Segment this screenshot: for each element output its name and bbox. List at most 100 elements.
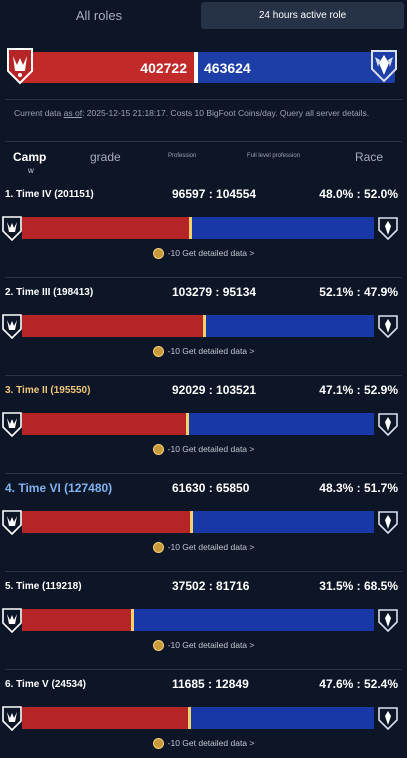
- alliance-total: 463624: [198, 52, 395, 83]
- alliance-emblem-icon: [377, 606, 399, 634]
- faction-counts: 92029 : 103521: [172, 383, 257, 397]
- get-detailed-data-label: -10 Get detailed data >: [167, 444, 255, 454]
- ratio-divider: [190, 511, 193, 533]
- server-row: 3. Time II (195550) 92029 : 103521 47.1% :…: [0, 376, 407, 474]
- alliance-emblem-icon: [377, 410, 399, 438]
- row-divider: [5, 571, 402, 572]
- horde-emblem-icon: [1, 704, 23, 732]
- faction-ratio-bar: [22, 217, 374, 239]
- faction-percentages: 47.1% : 52.9%: [319, 383, 398, 397]
- server-title: 3. Time II (195550): [5, 385, 91, 396]
- horde-emblem-icon: [1, 214, 23, 242]
- data-info-text: Current data as of: 2025-12-15 21:18:17.…: [14, 108, 370, 118]
- horde-emblem-icon: [1, 312, 23, 340]
- horde-share-bar: [22, 413, 186, 435]
- header-full-level-profession[interactable]: Full level profession: [247, 153, 301, 159]
- coin-icon: [152, 247, 164, 259]
- ratio-divider: [203, 315, 206, 337]
- faction-counts: 11685 : 12849: [172, 677, 249, 691]
- ratio-divider: [186, 413, 189, 435]
- ratio-divider: [131, 609, 134, 631]
- faction-ratio-bar: [22, 609, 374, 631]
- column-header: Camp w grade Profession Full level profe…: [0, 148, 407, 178]
- faction-counts: 103279 : 95134: [172, 285, 257, 299]
- alliance-emblem-icon: [377, 704, 399, 732]
- coin-icon: [152, 639, 164, 651]
- alliance-share-bar: [206, 315, 374, 337]
- get-detailed-data-link[interactable]: -10 Get detailed data >: [0, 540, 407, 554]
- summary-bar: 402722 463624: [18, 52, 395, 83]
- faction-percentages: 31.5% : 68.5%: [319, 579, 398, 593]
- coin-icon: [152, 345, 164, 357]
- alliance-share-bar: [191, 707, 374, 729]
- header-race[interactable]: Race: [355, 150, 384, 164]
- horde-emblem-icon: [1, 606, 23, 634]
- as-of-link[interactable]: as of: [63, 108, 83, 118]
- divider: [5, 99, 402, 100]
- horde-emblem-icon: [1, 508, 23, 536]
- faction-counts: 61630 : 65850: [172, 481, 250, 495]
- get-detailed-data-link[interactable]: -10 Get detailed data >: [0, 246, 407, 260]
- alliance-emblem-icon: [369, 44, 399, 86]
- horde-share-bar: [22, 217, 189, 239]
- header-grade[interactable]: grade: [90, 150, 121, 164]
- get-detailed-data-link[interactable]: -10 Get detailed data >: [0, 344, 407, 358]
- faction-percentages: 47.6% : 52.4%: [319, 677, 398, 691]
- header-profession[interactable]: Profession: [168, 153, 197, 159]
- row-divider: [5, 375, 402, 376]
- get-detailed-data-label: -10 Get detailed data >: [167, 346, 255, 356]
- tab-all-roles[interactable]: All roles: [75, 7, 123, 23]
- get-detailed-data-label: -10 Get detailed data >: [167, 248, 255, 258]
- alliance-share-bar: [134, 609, 374, 631]
- server-row: 4. Time VI (127480) 61630 : 65850 48.3% : …: [0, 474, 407, 572]
- divider: [5, 141, 402, 142]
- row-divider: [5, 669, 402, 670]
- server-title: 2. Time III (198413): [5, 287, 94, 298]
- header-camp-sub: w: [28, 166, 34, 175]
- faction-percentages: 48.0% : 52.0%: [319, 187, 398, 201]
- header-camp[interactable]: Camp: [13, 150, 47, 164]
- coin-icon: [152, 737, 164, 749]
- faction-ratio-bar: [22, 413, 374, 435]
- horde-share-bar: [22, 315, 203, 337]
- alliance-emblem-icon: [377, 312, 399, 340]
- alliance-share-bar: [189, 413, 374, 435]
- get-detailed-data-link[interactable]: -10 Get detailed data >: [0, 442, 407, 456]
- faction-counts: 37502 : 81716: [172, 579, 250, 593]
- get-detailed-data-label: -10 Get detailed data >: [167, 542, 255, 552]
- tab-24-hours-active-role[interactable]: 24 hours active role: [201, 2, 404, 29]
- ratio-divider: [189, 217, 192, 239]
- server-title: 6. Time V (24534): [5, 679, 86, 690]
- faction-percentages: 52.1% : 47.9%: [319, 285, 398, 299]
- get-detailed-data-link[interactable]: -10 Get detailed data >: [0, 736, 407, 750]
- horde-total: 402722: [18, 52, 194, 83]
- faction-ratio-bar: [22, 315, 374, 337]
- alliance-emblem-icon: [377, 214, 399, 242]
- horde-share-bar: [22, 609, 131, 631]
- faction-percentages: 48.3% : 51.7%: [319, 481, 398, 495]
- get-detailed-data-label: -10 Get detailed data >: [167, 640, 255, 650]
- get-detailed-data-link[interactable]: -10 Get detailed data >: [0, 638, 407, 652]
- alliance-share-bar: [193, 511, 374, 533]
- coin-icon: [152, 541, 164, 553]
- row-divider: [5, 277, 402, 278]
- tab-bar: All roles 24 hours active role: [0, 0, 407, 30]
- horde-emblem-icon: [1, 410, 23, 438]
- alliance-emblem-icon: [377, 508, 399, 536]
- server-title: 4. Time VI (127480): [5, 481, 113, 495]
- summary-divider: [194, 52, 198, 83]
- ratio-divider: [188, 707, 191, 729]
- server-title: 1. Time IV (201151): [5, 189, 94, 200]
- server-row: 2. Time III (198413) 103279 : 95134 52.1% …: [0, 278, 407, 376]
- coin-icon: [152, 443, 164, 455]
- faction-ratio-bar: [22, 707, 374, 729]
- horde-share-bar: [22, 707, 188, 729]
- get-detailed-data-label: -10 Get detailed data >: [167, 738, 255, 748]
- alliance-share-bar: [192, 217, 374, 239]
- server-row: 5. Time (119218) 37502 : 81716 31.5% : 68.…: [0, 572, 407, 670]
- server-title: 5. Time (119218): [5, 581, 82, 592]
- row-divider: [5, 473, 402, 474]
- server-row: 6. Time V (24534) 11685 : 12849 47.6% : 52…: [0, 670, 407, 758]
- horde-emblem-icon: [5, 44, 35, 86]
- faction-ratio-bar: [22, 511, 374, 533]
